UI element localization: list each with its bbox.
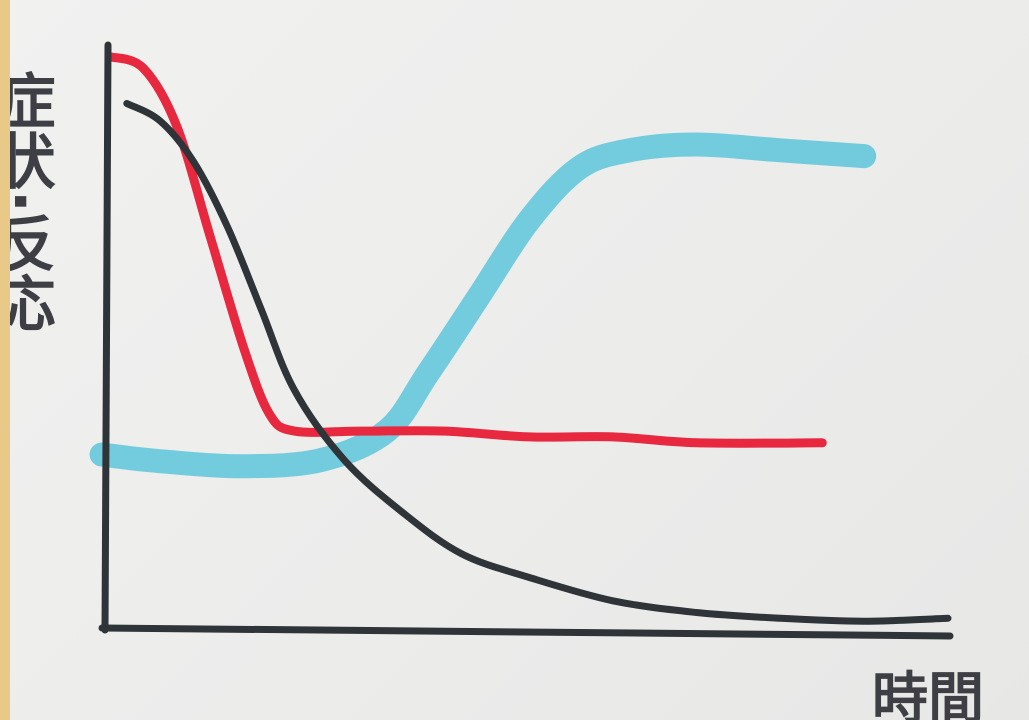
- series-layer: [89, 52, 952, 625]
- x-axis-label: 時間: [872, 667, 984, 720]
- series-line-2: [123, 100, 952, 625]
- x-axis: [98, 624, 954, 640]
- y-axis-label: 症状·反応: [10, 70, 55, 333]
- series-line-3: [89, 132, 877, 479]
- series-line-1: [105, 52, 827, 448]
- line-chart: 症状·反応 時間: [10, 41, 984, 720]
- paper-background: 症状·反応 時間: [10, 0, 1029, 720]
- y-axis: [101, 41, 112, 634]
